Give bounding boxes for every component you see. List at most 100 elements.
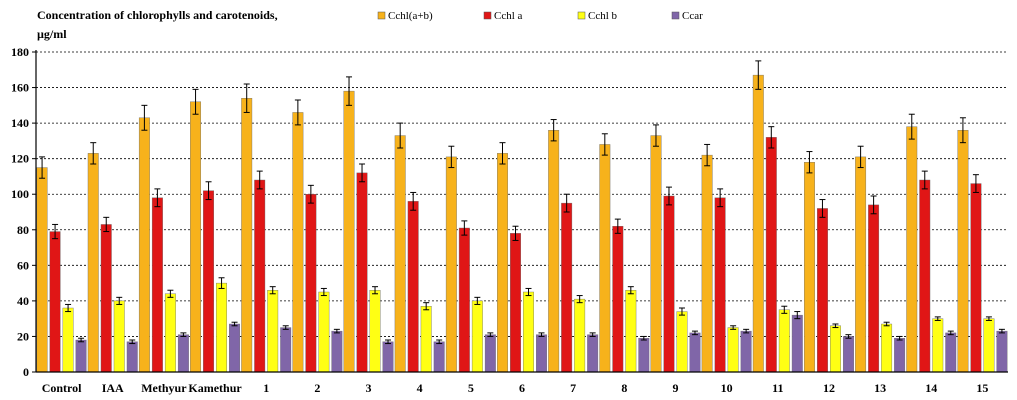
error-bar	[857, 145, 864, 169]
error-bar	[576, 295, 583, 304]
gridlines	[36, 51, 1008, 337]
bar-Cchl a-Kamethur	[203, 190, 215, 373]
error-bar	[294, 99, 301, 126]
error-bar	[743, 328, 750, 334]
bar-Cchl b-2	[318, 291, 330, 373]
bar-Ccar-Kamethur	[229, 323, 241, 373]
error-bar	[116, 296, 123, 305]
error-bar	[129, 339, 136, 345]
error-bar	[794, 311, 801, 320]
x-tick-label: 6	[519, 381, 525, 395]
error-bar	[436, 339, 443, 345]
error-bar	[78, 337, 85, 343]
error-bar	[167, 289, 174, 298]
legend-label: Cchl(a+b)	[388, 10, 433, 22]
x-tick-label: 7	[570, 381, 576, 395]
bar-Ccar-2	[331, 330, 343, 373]
bar-Cchl(a+b)-4	[394, 135, 406, 373]
error-bar	[614, 218, 621, 234]
bar-Cchl b-14	[932, 318, 944, 373]
bar-Ccar-Control	[75, 339, 87, 373]
error-bar	[908, 113, 915, 140]
bar-Ccar-7	[587, 334, 599, 373]
error-bar	[282, 325, 289, 330]
bar-Cchl(a+b)-5	[445, 156, 457, 373]
y-tick-labels: 0 20 40 60 80 100 120 140 160 180	[11, 45, 36, 379]
bar-Cchl b-5	[471, 300, 483, 373]
bar-Cchl b-15	[983, 318, 995, 373]
bar-Ccar-9	[689, 332, 701, 373]
bar-Ccar-IAA	[126, 341, 138, 373]
y-tick-label: 140	[11, 116, 29, 130]
error-bar	[39, 156, 46, 179]
bar-Cchl(a+b)-1	[241, 98, 253, 373]
bar-Cchl(a+b)-12	[803, 162, 815, 373]
error-bar	[180, 332, 187, 337]
legend-swatch	[377, 11, 386, 20]
bar-Cchl a-5	[458, 227, 470, 373]
error-bar	[640, 335, 647, 341]
y-tick-label: 100	[11, 187, 29, 201]
error-bar	[589, 332, 596, 337]
error-bar	[461, 220, 468, 236]
error-bar	[90, 142, 97, 165]
error-bar	[397, 122, 404, 149]
error-bar	[52, 223, 59, 240]
error-bar	[717, 188, 724, 208]
error-bar	[985, 316, 992, 321]
error-bar	[423, 302, 430, 311]
bar-Cchl a-1	[254, 179, 266, 373]
error-bar	[448, 145, 455, 169]
bar-Cchl a-9	[663, 195, 675, 373]
bar-Cchl a-13	[868, 204, 880, 373]
bar-Cchl b-Methyur	[164, 293, 176, 373]
x-tick-label: 11	[772, 381, 783, 395]
bar-Ccar-3	[382, 341, 394, 373]
error-bar	[243, 83, 250, 113]
bar-Ccar-1	[280, 327, 292, 373]
bar-Cchl b-11	[778, 309, 790, 373]
bar-Ccar-15	[996, 330, 1008, 373]
error-bar	[678, 307, 685, 316]
bar-Cchl(a+b)-Kamethur	[190, 101, 202, 373]
bar-Cchl a-3	[356, 172, 368, 373]
x-tick-label: Kamethur	[188, 381, 242, 395]
bar-Ccar-4	[433, 341, 445, 373]
error-bar	[320, 287, 327, 297]
error-bar	[372, 286, 379, 295]
bar-Ccar-12	[842, 336, 854, 373]
bar-Cchl(a+b)-IAA	[87, 153, 99, 373]
bars	[36, 74, 1008, 373]
legend-swatch	[671, 11, 680, 20]
error-bar	[359, 163, 366, 183]
error-bar	[755, 60, 762, 90]
bar-Cchl a-4	[407, 201, 419, 373]
error-bar	[896, 335, 903, 341]
x-tick-label: 10	[721, 381, 733, 395]
error-bar	[806, 151, 813, 174]
error-bar	[845, 334, 852, 339]
bar-Cchl a-8	[612, 226, 624, 373]
legend: Cchl(a+b) Cchl a Cchl b Ccar	[377, 10, 703, 22]
bar-Cchl a-7	[561, 202, 573, 373]
bar-Cchl(a+b)-Methyur	[138, 117, 150, 373]
bar-Cchl a-10	[714, 197, 726, 373]
error-bars	[39, 60, 1005, 345]
error-bar	[192, 88, 199, 115]
error-bar	[307, 184, 314, 204]
bar-Cchl a-11	[765, 137, 777, 373]
bar-Cchl b-6	[523, 291, 534, 373]
error-bar	[474, 296, 481, 305]
error-bar	[947, 330, 954, 336]
bar-Cchl a-Control	[49, 231, 61, 373]
bar-Cchl(a+b)-Control	[36, 167, 48, 373]
error-bar	[256, 170, 263, 190]
error-bar	[921, 170, 928, 190]
bar-Cchl b-1	[267, 290, 279, 373]
y-tick-label: 20	[17, 329, 29, 343]
bar-Ccar-10	[740, 330, 752, 373]
bar-Ccar-5	[484, 334, 496, 373]
error-bar	[819, 199, 826, 218]
y-tick-label: 60	[17, 258, 29, 272]
y-tick-label: 160	[11, 81, 29, 95]
